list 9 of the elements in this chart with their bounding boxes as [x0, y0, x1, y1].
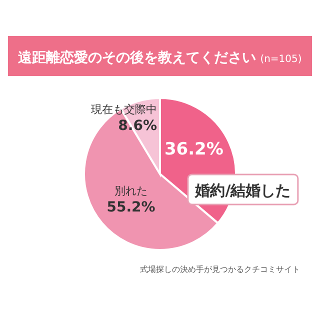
data-label: 55.2%: [106, 200, 156, 216]
slice-label: 婚約/結婚した: [194, 181, 291, 200]
chart-title: 遠距離恋愛のその後を教えてください: [17, 49, 256, 66]
slice-label: 別れた: [114, 184, 148, 198]
data-label: 36.2%: [164, 139, 224, 160]
slice-label: 現在も交際中: [91, 102, 157, 116]
text: 式場探しの決め手が見つかるクチコミサイト: [140, 265, 300, 274]
chart-subtitle: (n=105): [260, 54, 302, 65]
data-label: 8.6%: [118, 118, 157, 134]
